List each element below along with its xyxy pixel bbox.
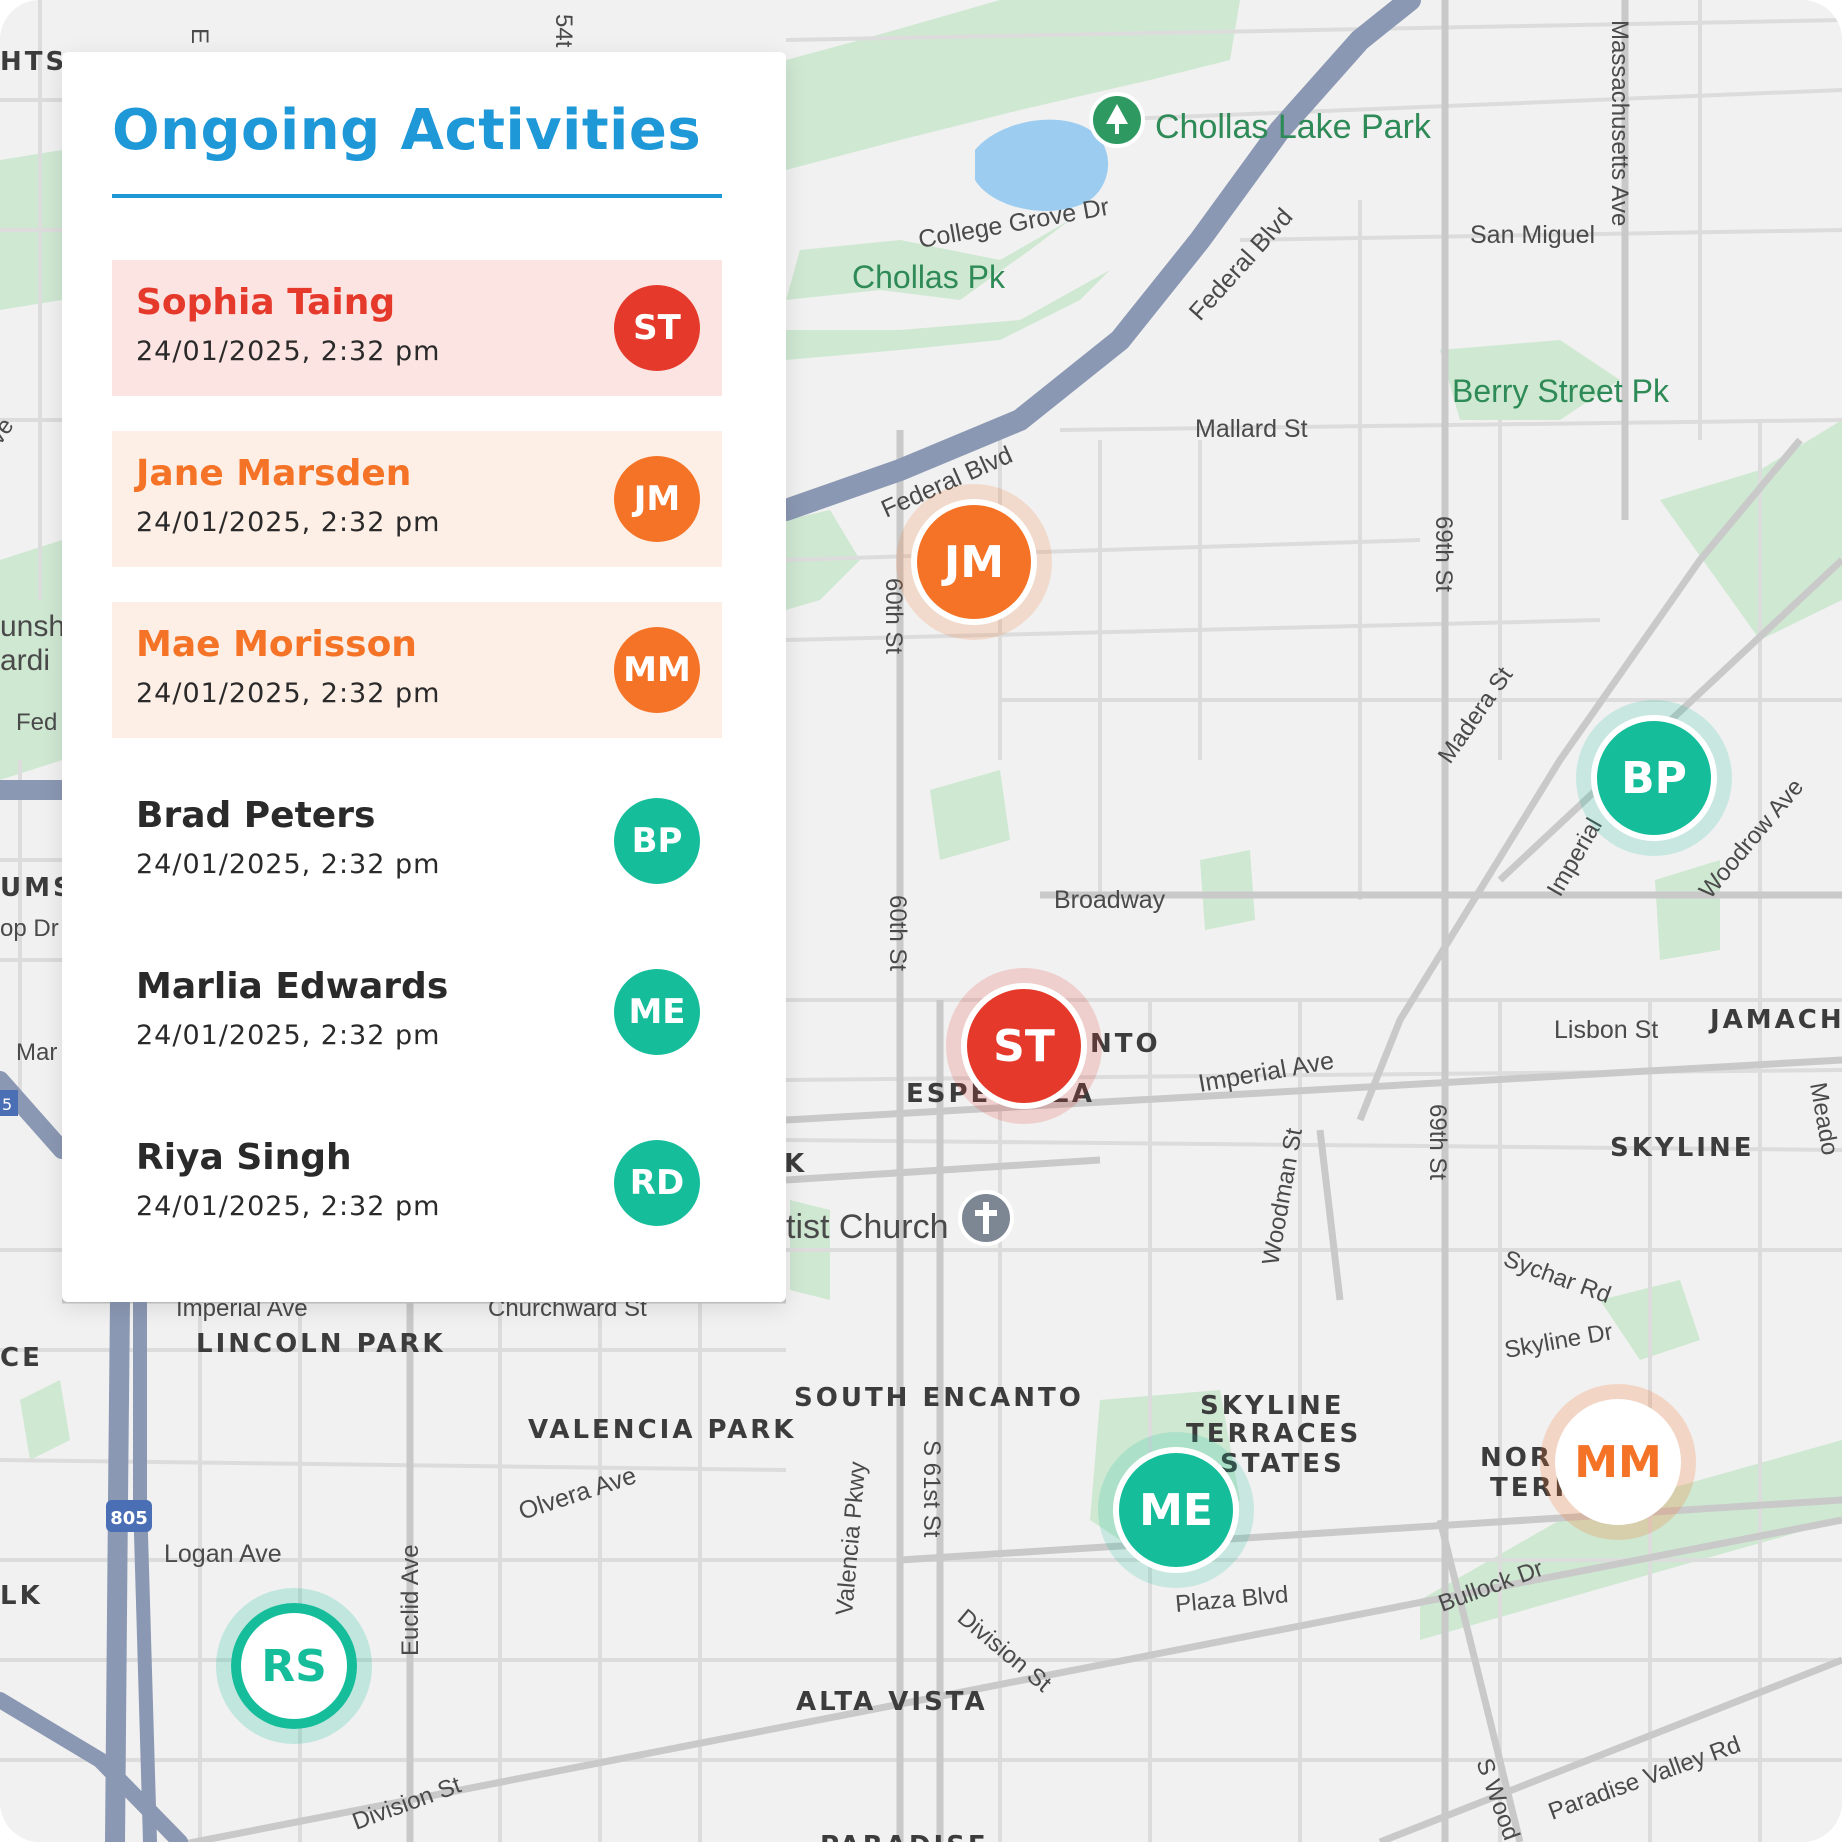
interstate-5-label: 5	[2, 1095, 12, 1114]
activity-item[interactable]: Brad Peters 24/01/2025, 2:32 pm BP	[112, 773, 722, 909]
street-label-60th-b: 60th St	[884, 895, 911, 971]
ongoing-activities-panel: Ongoing Activities Sophia Taing 24/01/20…	[62, 52, 786, 1302]
map-marker-mm-label: MM	[1574, 1436, 1662, 1488]
panel-title: Ongoing Activities	[112, 98, 702, 163]
street-label-broadway: Broadway	[1054, 886, 1166, 914]
interstate-5-shield	[0, 1090, 18, 1116]
area-label-nor: NOR	[1480, 1443, 1553, 1473]
activity-item[interactable]: Mae Morisson 24/01/2025, 2:32 pm MM	[112, 602, 722, 738]
avatar: MM	[614, 627, 700, 713]
area-label-alta-vista: ALTA VISTA	[796, 1687, 988, 1717]
area-label-skyline-terraces-1: SKYLINE	[1200, 1391, 1344, 1421]
area-label-south-encanto: SOUTH ENCANTO	[794, 1383, 1084, 1413]
street-label-mallard: Mallard St	[1195, 415, 1308, 443]
avatar: ST	[614, 285, 700, 371]
area-label-unsh: unsh	[0, 610, 65, 643]
interstate-805-shield: 805	[106, 1500, 152, 1532]
avatar: ME	[614, 969, 700, 1055]
avatar: RD	[614, 1140, 700, 1226]
activity-time: 24/01/2025, 2:32 pm	[136, 1191, 441, 1222]
activity-time: 24/01/2025, 2:32 pm	[136, 507, 441, 538]
map-marker-mm[interactable]: MM	[1555, 1399, 1681, 1525]
park-label-berry-street: Berry Street Pk	[1452, 373, 1670, 409]
park-label-chollas-lake: Chollas Lake Park	[1155, 108, 1432, 146]
map-marker-me[interactable]: ME	[1113, 1447, 1239, 1573]
map-marker-me-label: ME	[1139, 1484, 1213, 1536]
area-label-hts: HTS	[0, 47, 67, 77]
area-label-lincoln-park: LINCOLN PARK	[196, 1329, 446, 1359]
area-label-skyline-terraces-2: TERRACES	[1186, 1419, 1361, 1449]
area-label-teri: TERI	[1490, 1473, 1567, 1503]
map-marker-jm[interactable]: JM	[911, 499, 1037, 625]
area-label-lk: LK	[0, 1581, 43, 1611]
map-marker-st-label: ST	[993, 1020, 1055, 1072]
church-pin-icon[interactable]	[958, 1190, 1014, 1246]
street-label-69th-a: 69th St	[1430, 516, 1457, 592]
area-label-skyline: SKYLINE	[1610, 1133, 1754, 1163]
chollas-lake	[975, 119, 1109, 211]
activity-item[interactable]: Jane Marsden 24/01/2025, 2:32 pm JM	[112, 431, 722, 567]
poi-label-church: tist Church	[786, 1208, 949, 1246]
street-label-60th-a: 60th St	[880, 578, 907, 654]
area-label-jamach: JAMACH	[1708, 1005, 1842, 1035]
map-marker-bp[interactable]: BP	[1591, 715, 1717, 841]
interstate-805-label: 805	[110, 1508, 148, 1529]
activity-name: Mae Morisson	[136, 624, 417, 665]
activity-time: 24/01/2025, 2:32 pm	[136, 336, 441, 367]
street-label-logan: Logan Ave	[164, 1540, 282, 1568]
street-label-s61st: S 61st St	[918, 1440, 945, 1538]
area-label-k-left: K	[784, 1149, 807, 1179]
activity-name: Riya Singh	[136, 1137, 352, 1178]
activity-time: 24/01/2025, 2:32 pm	[136, 849, 441, 880]
street-label-massachusetts: Massachusetts Ave	[1606, 20, 1633, 226]
area-label-paradise: PARADISE	[820, 1831, 989, 1842]
activity-time: 24/01/2025, 2:32 pm	[136, 1020, 441, 1051]
area-label-ardi: ardi	[0, 644, 50, 677]
area-label-ce: CE	[0, 1343, 43, 1373]
area-label-skyline-terraces-3: STATES	[1220, 1449, 1345, 1479]
street-label-54th: 54t	[550, 14, 577, 48]
avatar: JM	[614, 456, 700, 542]
street-label-fed-left: Fed	[16, 709, 57, 736]
street-label-op-dr: op Dr	[0, 915, 59, 942]
map-marker-jm-label: JM	[943, 536, 1005, 588]
street-label-san-miguel: San Miguel	[1470, 221, 1595, 249]
street-label-e-top: E	[186, 28, 213, 44]
area-label-nto: NTO	[1090, 1029, 1161, 1059]
activity-name: Brad Peters	[136, 795, 376, 836]
area-label-valencia-park: VALENCIA PARK	[528, 1415, 796, 1445]
street-label-mar-left: Mar	[16, 1039, 57, 1066]
panel-title-underline	[112, 194, 722, 198]
activity-item[interactable]: Sophia Taing 24/01/2025, 2:32 pm ST	[112, 260, 722, 396]
park-pin-icon[interactable]	[1089, 92, 1145, 148]
avatar: BP	[614, 798, 700, 884]
activity-name: Sophia Taing	[136, 282, 396, 323]
map-marker-rs[interactable]: RS	[231, 1603, 357, 1729]
activity-name: Marlia Edwards	[136, 966, 449, 1007]
map-marker-bp-label: BP	[1621, 752, 1687, 804]
street-label-euclid: Euclid Ave	[397, 1544, 424, 1656]
activity-item[interactable]: Marlia Edwards 24/01/2025, 2:32 pm ME	[112, 944, 722, 1080]
map-marker-rs-label: RS	[261, 1640, 327, 1692]
activity-item[interactable]: Riya Singh 24/01/2025, 2:32 pm RD	[112, 1115, 722, 1251]
activity-name: Jane Marsden	[136, 453, 412, 494]
street-label-lisbon: Lisbon St	[1554, 1016, 1658, 1044]
park-label-chollas-pk: Chollas Pk	[852, 259, 1006, 295]
map-marker-st[interactable]: ST	[961, 983, 1087, 1109]
street-label-69th-b: 69th St	[1424, 1104, 1451, 1180]
area-label-ums: UMS	[0, 873, 75, 903]
activity-time: 24/01/2025, 2:32 pm	[136, 678, 441, 709]
